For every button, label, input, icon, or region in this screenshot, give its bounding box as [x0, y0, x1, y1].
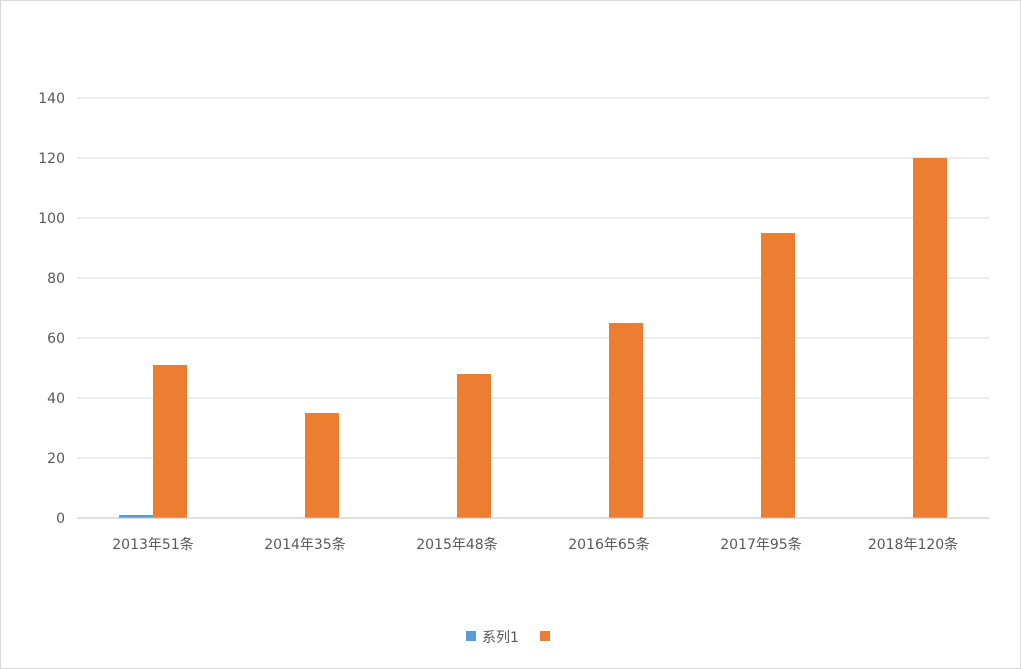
x-tick-label: 2014年35条 — [264, 536, 345, 553]
bars — [119, 158, 947, 518]
x-tick-label: 2017年95条 — [720, 536, 801, 553]
bar-series2-3 — [609, 323, 643, 518]
y-tick-label: 20 — [47, 451, 65, 467]
y-tick-label: 80 — [47, 271, 65, 287]
x-tick-label: 2015年48条 — [416, 536, 497, 553]
x-tick-label: 2016年65条 — [568, 536, 649, 553]
y-tick-label: 40 — [47, 391, 65, 407]
legend: 系列1 — [466, 630, 550, 646]
bar-series2-2 — [457, 374, 491, 518]
legend-label-series1: 系列1 — [482, 630, 519, 646]
bar-series2-1 — [305, 413, 339, 518]
bar-series2-5 — [913, 158, 947, 518]
y-tick-label: 140 — [38, 91, 65, 107]
y-tick-label: 120 — [38, 151, 65, 167]
legend-swatch-series1 — [466, 631, 476, 641]
gridlines — [77, 97, 989, 459]
legend-swatch-series2 — [540, 631, 550, 641]
y-tick-label: 0 — [56, 511, 65, 527]
y-tick-label: 100 — [38, 211, 65, 227]
axes: 0 20 40 60 80 100 120 140 2013年51条 2014年35条 2015年4… — [38, 91, 989, 553]
x-tick-label: 2013年51条 — [112, 536, 193, 553]
bar-series2-4 — [761, 233, 795, 518]
bar-series2-0 — [153, 365, 187, 518]
y-tick-label: 60 — [47, 331, 65, 347]
x-tick-label: 2018年120条 — [868, 536, 958, 553]
bar-series1-0 — [119, 515, 153, 518]
